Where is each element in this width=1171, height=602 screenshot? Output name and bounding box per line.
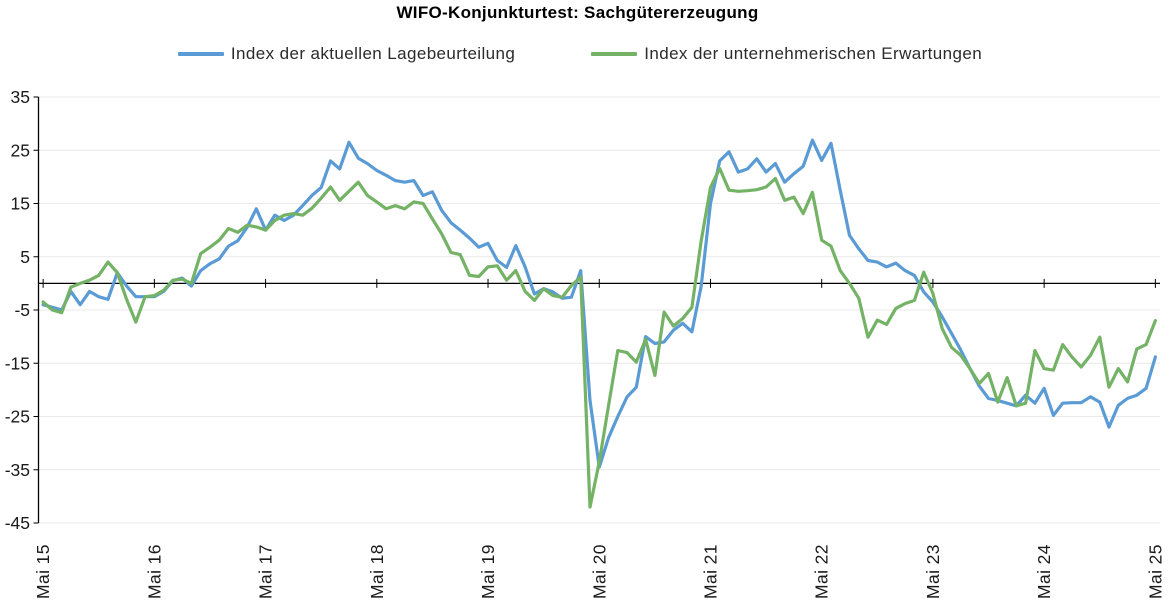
legend-item-erwartungen: Index der unternehmerischen Erwartungen <box>591 44 982 64</box>
legend-swatch-green-line-icon <box>591 52 638 56</box>
series-line-lagebeurteilung <box>41 138 1158 469</box>
chart-legend: Index der aktuellen Lagebeurteilung Inde… <box>0 44 1160 64</box>
x-axis-label: Mai 21 <box>700 544 720 599</box>
y-axis-label: -45 <box>5 513 30 533</box>
y-axis-label: -15 <box>5 353 30 373</box>
x-axis-label: Mai 18 <box>367 544 387 599</box>
legend-label-lagebeurteilung: Index der aktuellen Lagebeurteilung <box>230 44 516 63</box>
x-axis-label: Mai 25 <box>1145 544 1165 599</box>
y-axis-label: 5 <box>20 247 30 267</box>
x-axis-label: Mai 17 <box>256 544 276 599</box>
x-axis-label: Mai 24 <box>1034 544 1054 599</box>
x-axis-label: Mai 19 <box>478 544 498 599</box>
legend-item-lagebeurteilung: Index der aktuellen Lagebeurteilung <box>177 44 516 64</box>
legend-label-erwartungen: Index der unternehmerischen Erwartungen <box>644 44 983 63</box>
x-axis-label: Mai 23 <box>923 544 943 599</box>
x-axis-label: Mai 20 <box>589 544 609 599</box>
y-axis-label: 25 <box>11 140 30 160</box>
y-axis-label: 35 <box>11 87 30 107</box>
x-axis-label: Mai 22 <box>812 544 832 599</box>
y-axis-label: -25 <box>5 407 30 427</box>
x-axis-label: Mai 15 <box>33 544 53 599</box>
legend-swatch-blue-line-icon <box>177 52 224 56</box>
y-axis-label: -5 <box>14 300 30 320</box>
y-axis-label: -35 <box>5 460 30 480</box>
chart-title: WIFO-Konjunkturtest: Sachgütererzeugung <box>396 3 759 22</box>
x-axis-label: Mai 16 <box>144 544 164 599</box>
series-line-erwartungen <box>41 166 1158 509</box>
y-axis-label: 15 <box>11 194 30 214</box>
